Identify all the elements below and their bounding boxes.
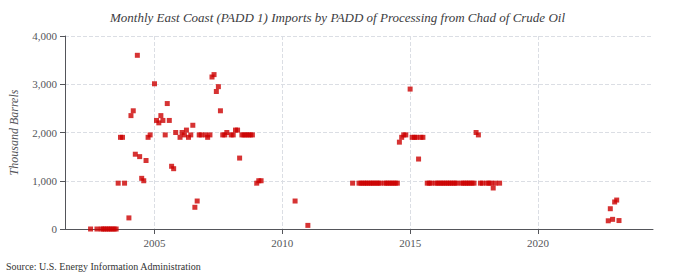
svg-text:2020: 2020 bbox=[527, 237, 550, 249]
svg-text:1,000: 1,000 bbox=[32, 175, 57, 187]
svg-text:0: 0 bbox=[52, 223, 58, 235]
svg-text:2,000: 2,000 bbox=[32, 127, 57, 139]
svg-text:2010: 2010 bbox=[271, 237, 294, 249]
svg-text:Monthly East Coast (PADD 1) Im: Monthly East Coast (PADD 1) Imports by P… bbox=[109, 10, 565, 25]
svg-text:4,000: 4,000 bbox=[32, 30, 57, 42]
svg-text:2005: 2005 bbox=[143, 237, 166, 249]
svg-text:3,000: 3,000 bbox=[32, 78, 57, 90]
svg-text:Thousand Barrels: Thousand Barrels bbox=[7, 89, 21, 175]
svg-text:2015: 2015 bbox=[399, 237, 422, 249]
svg-text:Source: U.S. Energy Informatio: Source: U.S. Energy Information Administ… bbox=[6, 261, 201, 272]
